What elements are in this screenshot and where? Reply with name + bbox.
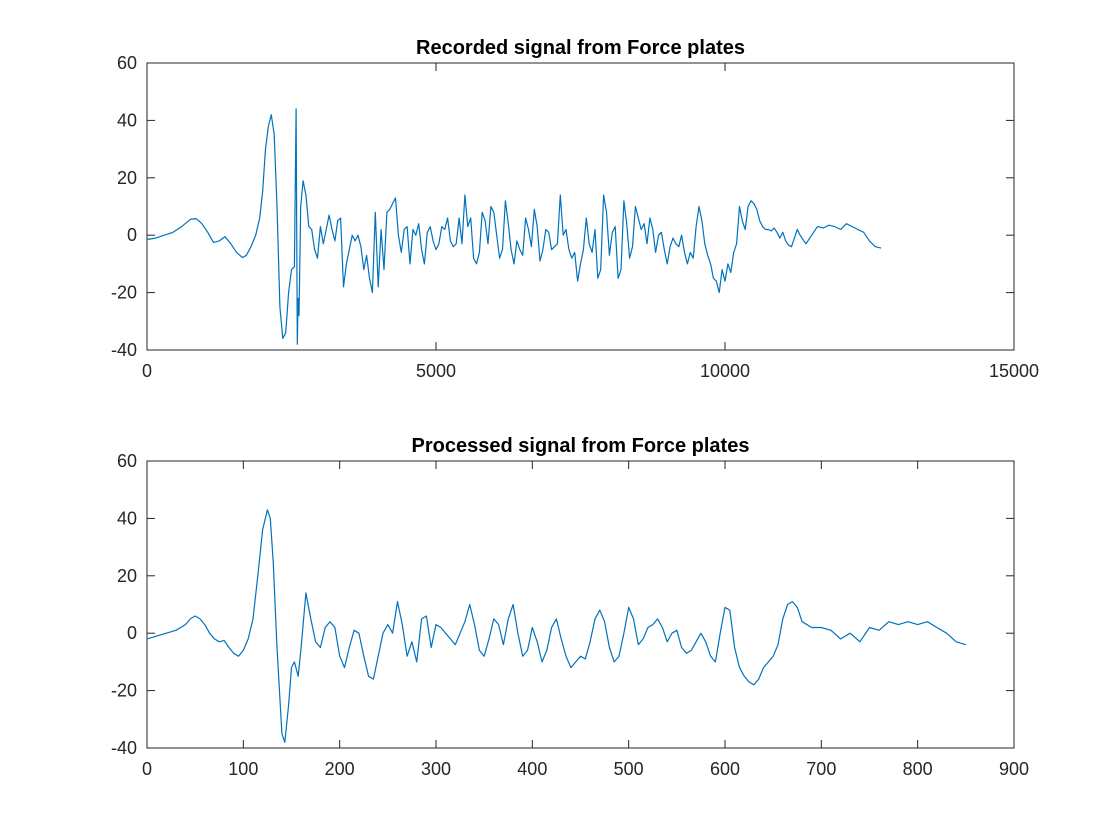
recorded-signal-line (146, 108, 882, 345)
recorded-plot-area (146, 108, 882, 345)
processed-x-tick-label: 0 (142, 759, 152, 779)
recorded-x-tick-label: 0 (142, 361, 152, 381)
processed-tick-labels: 0 100 200 300 400 500 600 700 800 900 -40 -20 0 20 40 6… (111, 451, 1029, 779)
processed-x-tick-label: 100 (228, 759, 258, 779)
processed-plot-area (146, 509, 966, 743)
recorded-chart-title: Recorded signal from Force plates (416, 37, 745, 59)
recorded-y-tick-label: 40 (117, 110, 137, 130)
recorded-ticks (146, 62, 1015, 351)
recorded-x-tick-label: 10000 (700, 361, 750, 381)
processed-y-tick-label: 60 (117, 451, 137, 471)
processed-x-tick-label: 200 (325, 759, 355, 779)
recorded-axes-box (146, 62, 1015, 351)
recorded-signal-axes: Recorded signal from Force plates 0 5000 1… (111, 37, 1039, 381)
recorded-x-tick-label: 15000 (989, 361, 1039, 381)
processed-ticks (146, 460, 1015, 749)
processed-signal-axes: Processed signal from Force plates 0 100 2… (111, 435, 1029, 779)
processed-y-tick-label: 20 (117, 566, 137, 586)
recorded-tick-labels: 0 5000 10000 15000 -40 -20 0 20 40 60 (111, 53, 1039, 381)
recorded-y-tick-label: 0 (127, 225, 137, 245)
processed-x-tick-label: 600 (710, 759, 740, 779)
recorded-x-tick-label: 5000 (416, 361, 456, 381)
processed-y-tick-label: -40 (111, 738, 137, 758)
processed-y-tick-label: 0 (127, 623, 137, 643)
recorded-y-tick-label: 20 (117, 168, 137, 188)
recorded-y-tick-label: -20 (111, 283, 137, 303)
processed-chart-title: Processed signal from Force plates (412, 435, 750, 457)
processed-y-tick-label: 40 (117, 508, 137, 528)
processed-x-tick-label: 400 (517, 759, 547, 779)
processed-x-tick-label: 800 (903, 759, 933, 779)
processed-y-tick-label: -20 (111, 681, 137, 701)
processed-x-tick-label: 300 (421, 759, 451, 779)
processed-x-tick-label: 700 (806, 759, 836, 779)
processed-x-tick-label: 500 (614, 759, 644, 779)
processed-axes-box (146, 460, 1015, 749)
recorded-y-tick-label: -40 (111, 340, 137, 360)
processed-x-tick-label: 900 (999, 759, 1029, 779)
recorded-y-tick-label: 60 (117, 53, 137, 73)
processed-signal-line (146, 509, 966, 743)
